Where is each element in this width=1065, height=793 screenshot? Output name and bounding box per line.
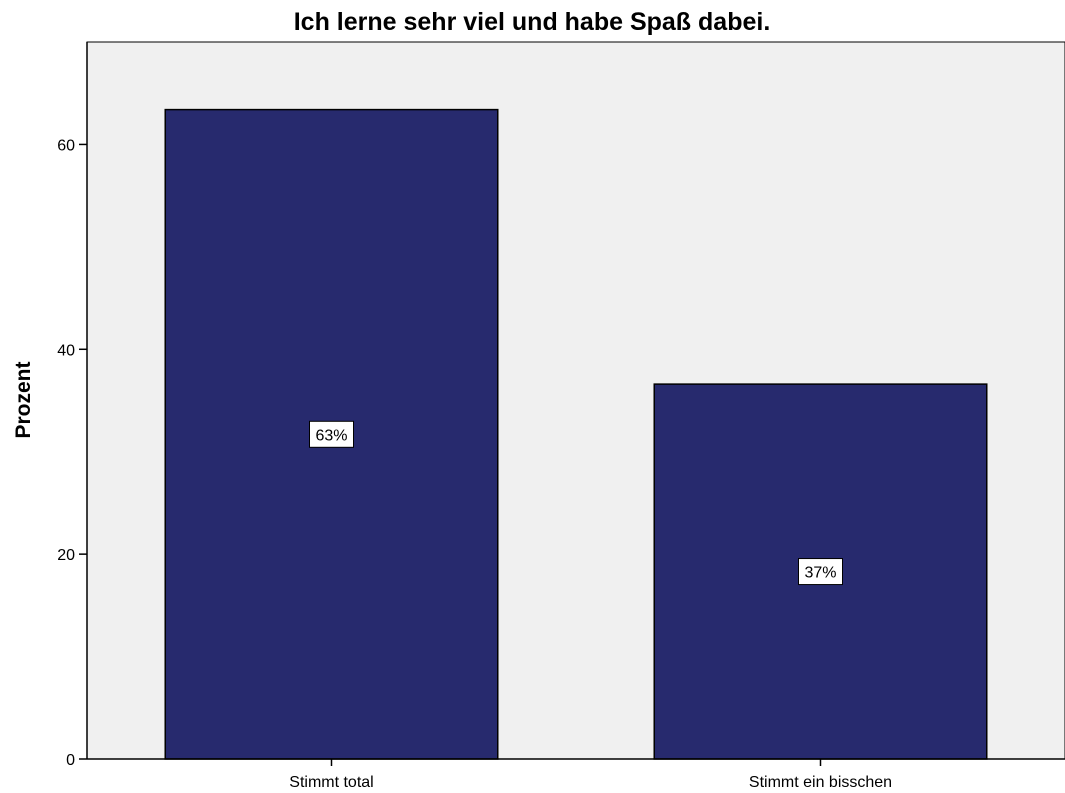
x-axis: Stimmt total Stimmt ein bisschen <box>87 758 1065 791</box>
y-tick-label: 40 <box>57 342 75 359</box>
y-axis-label: Prozent <box>12 361 35 438</box>
data-label: 63% <box>315 427 347 444</box>
x-tick-label: Stimmt total <box>289 774 373 791</box>
chart-title: Ich lerne sehr viel und habe Spaß dabei. <box>294 8 771 36</box>
y-tick-label: 0 <box>66 752 75 769</box>
y-axis: 0 20 40 60 <box>57 42 88 769</box>
bars-group: 63% 37% <box>164 108 988 760</box>
y-tick-label: 60 <box>57 137 75 154</box>
data-label: 37% <box>804 565 836 582</box>
data-label-box <box>798 558 843 586</box>
x-tick-label: Stimmt ein bisschen <box>749 774 892 791</box>
data-label-box <box>309 420 354 448</box>
y-tick-label: 20 <box>57 547 75 564</box>
